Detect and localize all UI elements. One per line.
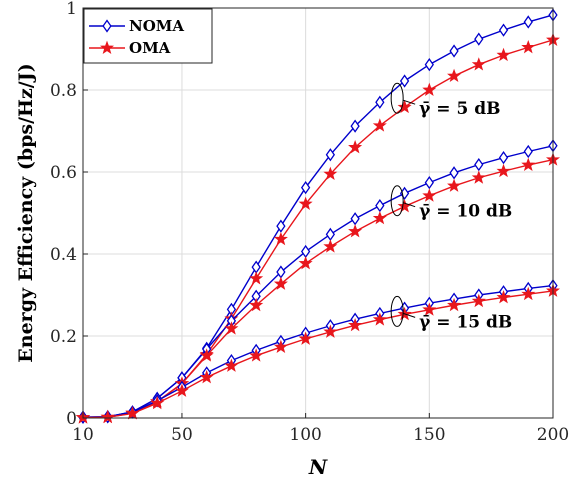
x-tick-label: 200 — [537, 425, 569, 445]
y-tick-label: 1 — [66, 0, 77, 19]
noma-point-marker — [523, 15, 533, 29]
noma-point-marker — [399, 74, 410, 88]
noma-point-marker — [424, 57, 434, 72]
noma-point-marker — [375, 95, 385, 109]
oma-point-marker — [323, 324, 338, 338]
oma-point-marker — [422, 302, 437, 316]
oma-point-marker — [496, 47, 511, 62]
oma-point-marker — [447, 178, 462, 192]
series-oma-gamma-15db — [75, 283, 561, 424]
oma-point-marker — [199, 370, 214, 384]
oma-point-marker — [224, 358, 239, 372]
legend-label: OMA — [129, 39, 171, 57]
oma-point-marker — [323, 239, 338, 253]
tick-layer: 10 50 100 150 200 0 0.2 0.4 0.6 0.8 1 — [50, 0, 569, 445]
y-tick-label: 0.2 — [50, 327, 77, 347]
noma-point-marker — [276, 219, 286, 233]
oma-point-marker — [298, 256, 313, 270]
annotation-ellipse — [390, 295, 404, 327]
annotation-leader — [402, 99, 416, 105]
oma-point-marker — [298, 196, 313, 210]
legend-label: NOMA — [129, 17, 184, 35]
oma-point-marker — [273, 339, 288, 354]
oma-point-marker — [249, 271, 264, 285]
annotation-label: γ̄ = 15 dB — [419, 312, 512, 332]
oma-point-marker — [273, 276, 288, 290]
legend-star-marker — [99, 40, 115, 54]
oma-point-marker — [125, 406, 140, 420]
noma-point-marker — [325, 148, 336, 162]
x-axis-label: N — [308, 455, 328, 479]
oma-point-marker — [496, 163, 511, 178]
noma-point-marker — [523, 144, 533, 159]
x-tick-label: 100 — [289, 425, 321, 445]
series-layer — [75, 8, 561, 424]
y-tick-label: 0.8 — [50, 81, 77, 101]
noma-point-marker — [350, 119, 360, 133]
oma-point-marker — [471, 293, 486, 308]
y-tick-label: 0.6 — [50, 163, 77, 183]
oma-point-marker — [447, 297, 462, 312]
x-tick-label: 150 — [413, 425, 445, 445]
oma-point-marker — [471, 57, 486, 71]
noma-point-marker — [449, 44, 459, 58]
oma-point-marker — [100, 409, 115, 424]
annotation-label: γ̄ = 5 dB — [419, 99, 500, 119]
plot-frame — [82, 7, 554, 419]
x-tick-label: 50 — [171, 425, 193, 445]
y-tick-label: 0 — [66, 409, 77, 429]
oma-point-marker — [249, 297, 264, 312]
noma-point-marker — [300, 180, 311, 195]
y-tick-label: 0.4 — [50, 245, 77, 265]
oma-point-marker — [372, 118, 387, 132]
oma-point-marker — [521, 286, 536, 301]
oma-point-marker — [249, 348, 264, 362]
legend: NOMA OMA — [83, 8, 213, 64]
annotation-gamma: γ̄ = 15 dB — [390, 295, 512, 332]
noma-point-marker — [449, 166, 459, 180]
annotation-gamma: γ̄ = 5 dB — [390, 82, 500, 119]
annotation-ellipse — [390, 82, 404, 114]
oma-point-marker — [422, 82, 437, 96]
noma-point-marker — [474, 32, 484, 46]
oma-point-marker — [348, 317, 363, 332]
noma-point-marker — [424, 176, 434, 190]
annotation-label: γ̄ = 10 dB — [419, 202, 512, 222]
oma-point-marker — [372, 312, 387, 326]
oma-point-marker — [521, 39, 536, 54]
annotation-gamma: γ̄ = 10 dB — [390, 185, 512, 222]
x-tick-label: 10 — [72, 425, 94, 445]
oma-point-marker — [298, 331, 313, 345]
oma-point-marker — [348, 140, 363, 154]
oma-point-marker — [521, 157, 536, 171]
oma-point-marker — [273, 231, 288, 246]
oma-point-marker — [496, 290, 511, 304]
annotation-ellipse — [390, 185, 404, 217]
legend-diamond-marker — [102, 19, 112, 33]
y-axis-label: Energy Efficiency (bps/Hz/J) — [15, 63, 37, 362]
oma-point-marker — [199, 348, 214, 362]
annotation-leader — [402, 202, 416, 208]
oma-point-marker — [348, 224, 363, 238]
oma-point-marker — [224, 321, 239, 335]
oma-point-marker — [397, 99, 412, 114]
oma-point-marker — [447, 68, 462, 83]
annotation-layer: γ̄ = 5 dB γ̄ = 10 dB γ̄ = 15 dB — [390, 82, 512, 332]
legend-box — [83, 8, 213, 64]
oma-point-marker — [323, 166, 338, 181]
noma-point-marker — [498, 23, 509, 37]
oma-point-marker — [422, 188, 437, 202]
oma-point-marker — [372, 210, 387, 225]
noma-point-marker — [474, 157, 484, 172]
oma-point-marker — [174, 383, 189, 397]
legend-entry-oma: OMA — [89, 39, 171, 57]
oma-point-marker — [471, 170, 486, 184]
oma-point-marker — [150, 395, 165, 410]
series-line — [82, 145, 554, 418]
noma-point-marker — [498, 151, 509, 165]
legend-entry-noma: NOMA — [89, 17, 184, 35]
annotation-leader — [402, 312, 416, 318]
